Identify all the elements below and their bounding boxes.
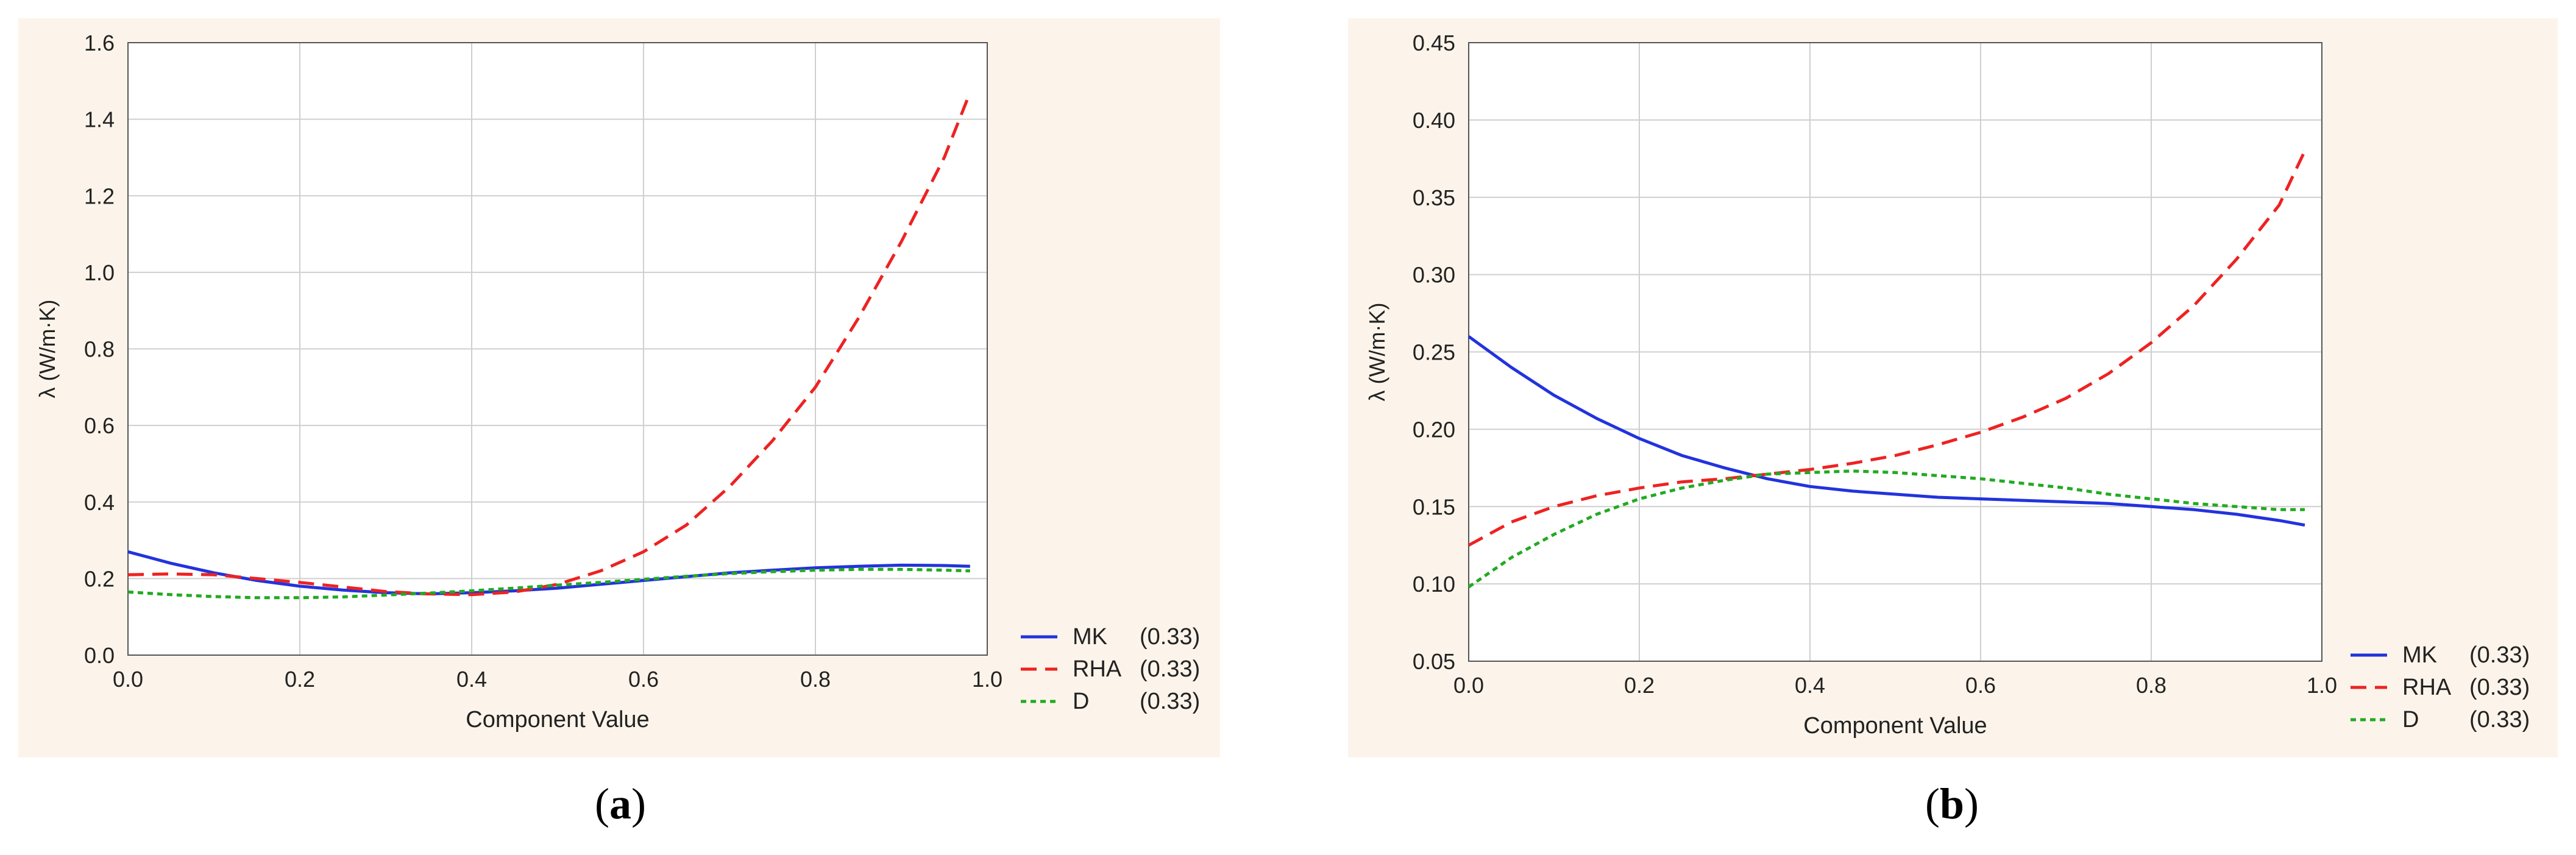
legend-value: (0.33) (2469, 642, 2530, 668)
legend-value: (0.33) (2469, 707, 2530, 733)
y-tick-label: 1.4 (84, 107, 115, 132)
x-tick-label: 0.8 (800, 667, 831, 692)
series-line-rha (127, 91, 972, 597)
chart-panel-a: 0.0 0.2 0.4 0.6 0.8 1.0 0.0 0.2 0.4 0.6 0.8 1.0 1.2 1… (18, 18, 1220, 757)
y-tick-label: 0.8 (84, 337, 115, 362)
legend-value: (0.33) (1140, 656, 1200, 682)
x-tick-label: 0.2 (1624, 673, 1655, 698)
legend-value: (0.33) (2469, 675, 2530, 700)
y-tick-label: 1.0 (84, 260, 115, 285)
series-line-rha (1467, 150, 2307, 547)
x-tick-label: 0.6 (628, 667, 659, 692)
x-tick-label: 1.0 (972, 667, 1002, 692)
legend-value: (0.33) (1140, 624, 1200, 650)
series-line-d (127, 567, 970, 600)
x-tick-label: 0.0 (1453, 673, 1484, 698)
series-line-mk (1467, 335, 2305, 527)
series-line-d (1467, 469, 2305, 589)
chart-b-svg: 0.0 0.2 0.4 0.6 0.8 1.0 0.05 0.10 0.15 0.20 0.25 0.… (1364, 30, 2530, 739)
legend-value: (0.33) (1140, 689, 1200, 714)
series-line-mk (127, 550, 970, 595)
y-tick-label: 0.25 (1413, 340, 1455, 365)
y-tick-label: 0.4 (84, 490, 115, 515)
y-tick-label: 0.10 (1413, 572, 1455, 597)
y-tick-label: 0.40 (1413, 108, 1455, 133)
x-tick-label: 0.4 (456, 667, 487, 692)
plot-frame (127, 42, 988, 656)
y-axis-label: λ (W/m·K) (1364, 303, 1389, 402)
x-axis-label: Component Value (466, 707, 649, 733)
y-tick-label: 0.05 (1413, 649, 1455, 674)
y-tick-label: 0.6 (84, 413, 115, 438)
y-tick-label: 0.30 (1413, 263, 1455, 288)
y-tick-label: 0.0 (84, 643, 115, 668)
caption-b: (b) (1925, 779, 1979, 828)
caption-a-letter: a (609, 779, 631, 828)
y-tick-label: 0.35 (1413, 185, 1455, 210)
legend-label: RHA (1073, 656, 1122, 682)
x-tick-label: 0.2 (285, 667, 315, 692)
y-tick-label: 1.2 (84, 183, 115, 208)
x-axis-label: Component Value (1803, 713, 1987, 739)
y-tick-label: 0.20 (1413, 417, 1455, 442)
y-tick-label: 0.45 (1413, 30, 1455, 55)
caption-b-letter: b (1939, 779, 1965, 828)
x-tick-label: 0.0 (113, 667, 143, 692)
x-tick-label: 0.6 (1965, 673, 1996, 698)
legend-label: RHA (2402, 675, 2452, 700)
legend-label: D (1073, 689, 1089, 714)
y-axis-label: λ (W/m·K) (35, 300, 60, 399)
chart-a-svg: 0.0 0.2 0.4 0.6 0.8 1.0 0.0 0.2 0.4 0.6 0.8 1.0 1.2 1… (35, 30, 1200, 733)
y-tick-label: 0.15 (1413, 494, 1455, 519)
caption-a: (a) (595, 779, 646, 828)
plot-frame (1468, 42, 2322, 662)
x-tick-label: 1.0 (2307, 673, 2337, 698)
legend-label: MK (1073, 624, 1107, 650)
legend-label: MK (2402, 642, 2437, 668)
x-tick-label: 0.4 (1795, 673, 1825, 698)
x-tick-label: 0.8 (2136, 673, 2166, 698)
legend-label: D (2402, 707, 2419, 733)
chart-panel-b: 0.0 0.2 0.4 0.6 0.8 1.0 0.05 0.10 0.15 0.20 0.25 0.… (1348, 18, 2558, 757)
y-tick-label: 0.2 (84, 566, 115, 591)
y-tick-label: 1.6 (84, 30, 115, 55)
